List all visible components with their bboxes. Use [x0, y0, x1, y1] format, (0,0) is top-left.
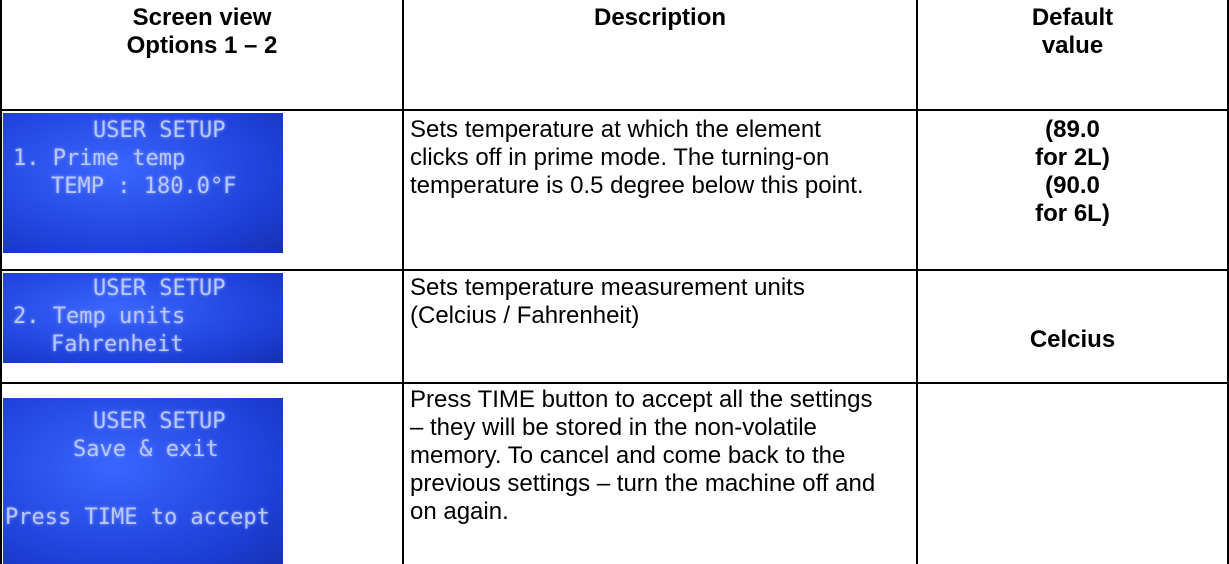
default-line: for 6L) — [918, 200, 1227, 228]
description-line: previous settings – turn the machine off… — [410, 470, 875, 498]
description-line: Sets temperature at which the element — [410, 116, 864, 144]
description-line: temperature is 0.5 degree below this poi… — [410, 172, 864, 200]
border — [916, 0, 918, 564]
header-text: Default — [918, 4, 1227, 32]
default-line: (90.0 — [918, 172, 1227, 200]
header-text: Screen view — [2, 4, 402, 32]
border — [0, 382, 1229, 384]
lcd-screen: USER SETUP 1. Prime temp TEMP : 180.0°F — [3, 113, 283, 253]
description-cell: Press TIME button to accept all the sett… — [410, 386, 875, 526]
lcd-text: 2. Temp units — [3, 303, 283, 331]
lcd-text: USER SETUP — [3, 117, 283, 145]
header-cell: Description — [404, 4, 916, 32]
lcd-text: Save & exit — [3, 436, 283, 464]
default-cell: (89.0 for 2L) (90.0 for 6L) — [918, 116, 1227, 228]
header-text: Description — [404, 4, 916, 32]
header-cell: Screen view Options 1 – 2 — [2, 4, 402, 60]
lcd-text: USER SETUP — [3, 408, 283, 436]
default-cell: Celcius — [918, 326, 1227, 354]
lcd-text: 1. Prime temp — [3, 145, 283, 173]
header-text: Options 1 – 2 — [2, 32, 402, 60]
lcd-screen: USER SETUP 2. Temp units Fahrenheit — [3, 273, 283, 363]
description-line: on again. — [410, 498, 875, 526]
lcd-screen: USER SETUP Save & exit Press TIME to acc… — [3, 398, 283, 564]
header-cell: Default value — [918, 4, 1227, 60]
lcd-spacer — [3, 464, 283, 504]
lcd-text: Press TIME to accept — [3, 504, 283, 532]
description-line: clicks off in prime mode. The turning-on — [410, 144, 864, 172]
border — [0, 0, 2, 564]
description-line: – they will be stored in the non-volatil… — [410, 414, 875, 442]
default-line: for 2L) — [918, 144, 1227, 172]
lcd-text: Fahrenheit — [3, 331, 283, 359]
description-line: (Celcius / Fahrenheit) — [410, 302, 805, 330]
description-line: Press TIME button to accept all the sett… — [410, 386, 875, 414]
description-line: memory. To cancel and come back to the — [410, 442, 875, 470]
description-cell: Sets temperature measurement units (Celc… — [410, 274, 805, 330]
default-line: (89.0 — [918, 116, 1227, 144]
page: Screen view Options 1 – 2 Description De… — [0, 0, 1229, 564]
description-line: Sets temperature measurement units — [410, 274, 805, 302]
description-cell: Sets temperature at which the element cl… — [410, 116, 864, 200]
lcd-text: TEMP : 180.0°F — [3, 173, 283, 201]
lcd-text: USER SETUP — [3, 275, 283, 303]
border — [402, 0, 404, 564]
border — [0, 109, 1229, 111]
border — [0, 269, 1229, 271]
default-line: Celcius — [918, 326, 1227, 354]
header-text: value — [918, 32, 1227, 60]
